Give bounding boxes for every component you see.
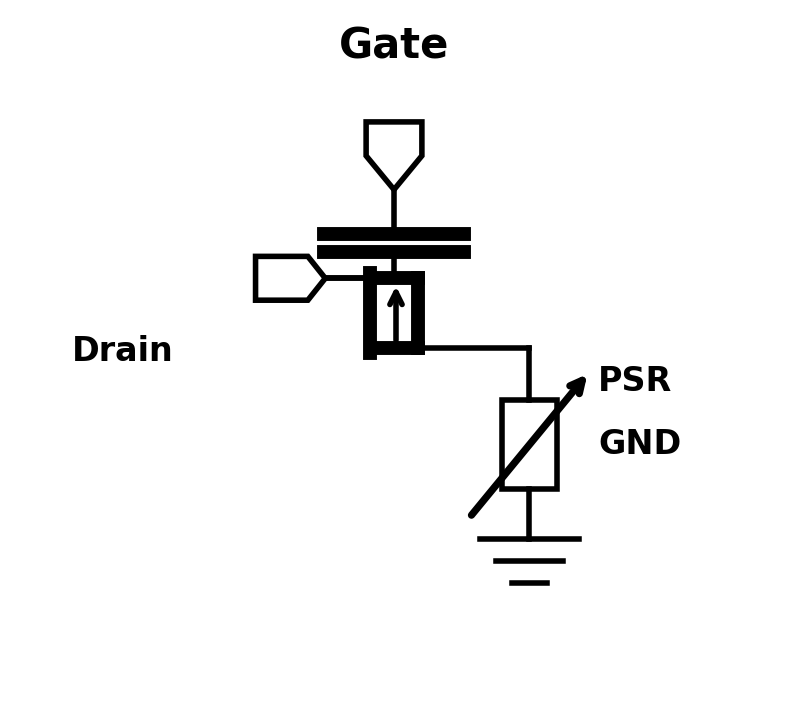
Text: PSR: PSR — [598, 365, 672, 398]
Text: GND: GND — [598, 428, 682, 461]
Text: Gate: Gate — [339, 26, 449, 68]
Text: Drain: Drain — [72, 335, 174, 369]
Bar — [502, 400, 557, 489]
